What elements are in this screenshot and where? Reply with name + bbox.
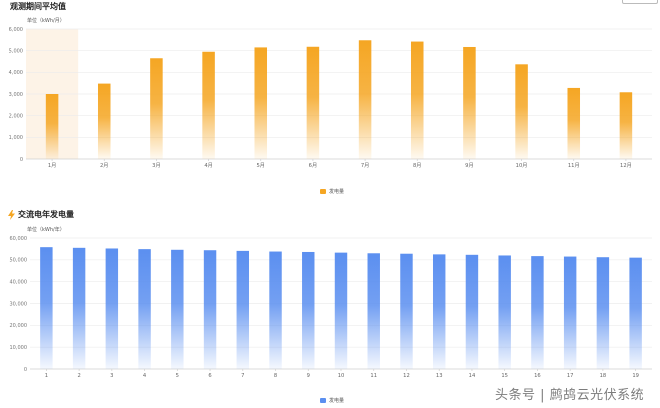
bar xyxy=(72,247,86,369)
monthly-average-chart: 0 1,000 2,000 3,000 4,000 5,000 6,000 1月 2月 3月 4月 5… xyxy=(9,27,652,169)
y-tick-label: 20,000 xyxy=(10,323,28,329)
bar xyxy=(334,252,348,369)
lightning-icon xyxy=(8,209,15,220)
yearly-legend-label: 发电量 xyxy=(329,398,345,404)
yearly-unit-label: 单位（kWh/年） xyxy=(27,227,65,233)
x-tick-label: 10 xyxy=(338,373,345,379)
bar xyxy=(45,94,59,159)
x-tick-label: 7 xyxy=(241,373,244,379)
yearly-chart-title-row: 交流电年发电量 xyxy=(8,209,74,220)
bar xyxy=(138,249,151,369)
y-tick-label: 60,000 xyxy=(10,236,28,242)
monthly-legend-label: 发电量 xyxy=(329,189,345,195)
x-tick-label: 3月 xyxy=(152,162,161,169)
x-tick-label: 6 xyxy=(208,373,211,379)
bar xyxy=(236,250,250,369)
yearly-legend[interactable]: 发电量 xyxy=(320,397,344,404)
bar xyxy=(97,83,111,159)
x-tick-label: 3 xyxy=(110,373,113,379)
bar xyxy=(40,247,53,369)
yearly-legend-swatch xyxy=(320,398,326,403)
bar xyxy=(432,254,446,369)
x-tick-label: 4 xyxy=(143,373,147,379)
bar xyxy=(567,87,581,159)
x-tick-label: 2 xyxy=(77,373,80,379)
x-tick-label: 11 xyxy=(370,373,377,379)
bar xyxy=(619,92,633,159)
bar xyxy=(463,46,476,159)
y-tick-label: 50,000 xyxy=(10,258,28,264)
x-tick-label: 18 xyxy=(600,373,607,379)
x-tick-label: 17 xyxy=(567,373,574,379)
window-corner-frame xyxy=(622,0,658,4)
bar xyxy=(629,257,642,369)
x-tick-label: 11月 xyxy=(568,162,580,169)
x-tick-label: 2月 xyxy=(100,162,109,169)
bar xyxy=(358,40,372,160)
x-tick-label: 8月 xyxy=(413,162,422,169)
y-tick-label: 40,000 xyxy=(10,279,28,285)
x-tick-label: 1 xyxy=(45,373,48,379)
x-tick-label: 12月 xyxy=(620,162,632,169)
x-tick-label: 19 xyxy=(632,373,639,379)
x-tick-label: 9月 xyxy=(465,162,474,169)
source-watermark: 头条号 | 鹧鸪云光伏系统 xyxy=(495,388,645,403)
y-tick-label: 0 xyxy=(24,367,27,373)
bar xyxy=(203,250,217,369)
monthly-legend-swatch xyxy=(320,189,326,194)
x-tick-label: 1月 xyxy=(48,162,57,169)
y-tick-label: 5,000 xyxy=(9,48,23,54)
bar xyxy=(105,248,119,369)
y-tick-label: 3,000 xyxy=(9,92,23,98)
x-tick-label: 10月 xyxy=(516,162,528,169)
x-tick-label: 16 xyxy=(534,373,541,379)
bar xyxy=(465,254,479,369)
monthly-legend[interactable]: 发电量 xyxy=(320,188,344,195)
x-tick-label: 4月 xyxy=(204,162,213,169)
bar xyxy=(498,255,511,369)
bar xyxy=(202,51,215,159)
bar xyxy=(254,47,268,159)
y-tick-label: 10,000 xyxy=(10,345,28,351)
bar xyxy=(150,58,163,159)
x-tick-label: 14 xyxy=(469,373,476,379)
y-tick-label: 4,000 xyxy=(9,70,23,76)
bar xyxy=(515,64,528,159)
y-tick-label: 1,000 xyxy=(9,135,23,141)
x-tick-label: 15 xyxy=(501,373,508,379)
x-tick-label: 13 xyxy=(436,373,443,379)
bar xyxy=(563,256,577,369)
bar xyxy=(410,41,424,159)
bar xyxy=(269,251,282,369)
x-tick-label: 8 xyxy=(274,373,277,379)
y-tick-label: 0 xyxy=(20,157,23,163)
monthly-chart-title: 观测期间平均值 xyxy=(10,2,66,11)
bar xyxy=(306,46,320,160)
x-tick-label: 5月 xyxy=(257,162,266,169)
y-tick-label: 2,000 xyxy=(9,113,23,119)
bar xyxy=(367,253,380,369)
y-tick-label: 30,000 xyxy=(10,301,28,307)
monthly-unit-label: 单位（kWh/月） xyxy=(27,18,65,24)
bar xyxy=(302,251,315,369)
y-tick-label: 6,000 xyxy=(9,27,23,33)
x-tick-label: 6月 xyxy=(309,162,318,169)
x-tick-label: 9 xyxy=(307,373,310,379)
bar xyxy=(171,249,184,369)
x-tick-label: 7月 xyxy=(361,162,370,169)
x-tick-label: 5 xyxy=(176,373,179,379)
yearly-chart-title: 交流电年发电量 xyxy=(18,210,74,219)
bar xyxy=(400,253,413,369)
bar xyxy=(531,256,544,369)
bar xyxy=(596,257,610,369)
x-tick-label: 12 xyxy=(403,373,410,379)
